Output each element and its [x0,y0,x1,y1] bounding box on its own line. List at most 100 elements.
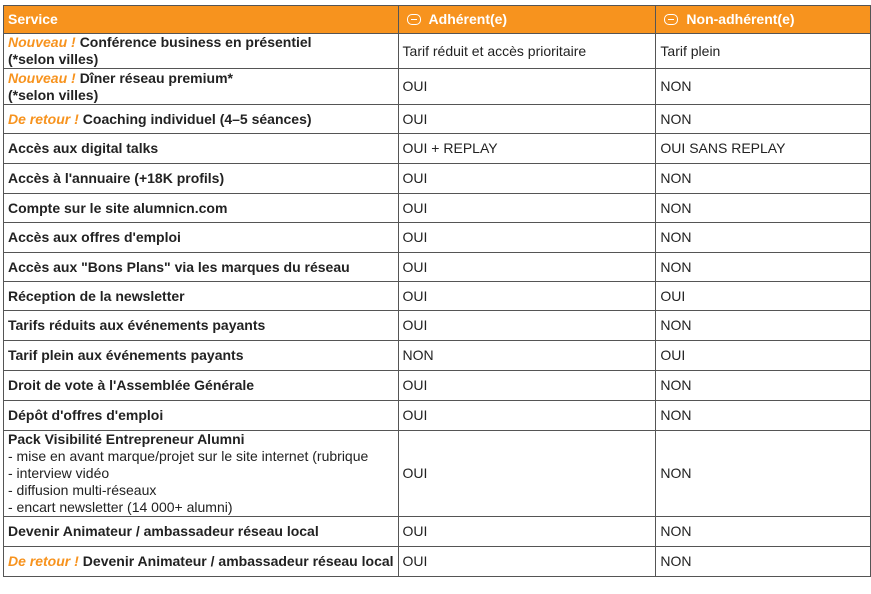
service-name: Droit de vote à l'Assemblée Générale [8,377,255,393]
service-name: Devenir Animateur / ambassadeur réseau l… [82,553,394,569]
non-member-value: OUI [660,347,686,363]
service-name: Devenir Animateur / ambassadeur réseau l… [8,523,319,539]
icon [664,14,679,25]
non-member-cell: OUI [655,340,871,371]
member-value: OUI [402,377,428,393]
table-row: Dépôt d'offres d'emploi OUI NON [3,400,871,431]
service-name: Accès aux "Bons Plans" via les marques d… [8,258,350,275]
non-member-value: NON [660,110,692,127]
header-cell: Non-adhérent(e) [655,5,871,34]
tag: Nouveau ! [8,34,76,51]
service-name: Conférence business en présentiel [79,34,312,51]
service-name: Pack Visibilité Entrepreneur Alumni [8,431,245,448]
member-value: OUI [402,170,428,186]
non-member-value: NON [660,523,692,539]
service-note: (*selon villes) [8,86,99,103]
header-cell: Adhérent(e) [397,5,657,34]
member-value: OUI + REPLAY [402,140,498,156]
comparison-table: Service Adhérent(e) Non-adhérent(e) Nouv… [3,5,871,577]
member-cell: OUI [397,163,657,194]
service-cell: Accès aux digital talks [3,133,399,164]
member-cell: OUI [397,430,657,517]
member-cell: OUI [397,222,657,253]
member-cell: Tarif réduit et accès prioritaire [397,33,657,69]
non-member-cell: OUI [655,281,871,311]
member-cell: OUI [397,400,657,431]
service-cell: Accès aux offres d'emploi [3,222,399,253]
service-cell: Accès à l'annuaire (+18K profils) [3,163,399,194]
header-cell: Service [3,5,399,34]
header-text: Non-adhérent(e) [686,11,795,27]
table-row: Droit de vote à l'Assemblée Générale OUI N… [3,370,871,401]
member-cell: OUI + REPLAY [397,133,657,164]
service-detail: - interview vidéo [8,465,110,481]
table-body: Nouveau ! Conférence business en présenti… [3,33,871,577]
member-cell: OUI [397,546,657,577]
non-member-cell: NON [655,400,871,431]
service-name: Accès à l'annuaire (+18K profils) [8,170,225,186]
table-row: Accès aux offres d'emploi OUI NON [3,222,871,253]
service-cell: Pack Visibilité Entrepreneur Alumni - mis… [3,430,399,517]
non-member-cell: Tarif plein [655,33,871,69]
table-row: Nouveau ! Conférence business en présenti… [3,33,871,69]
member-value: OUI [402,407,428,423]
service-name: Coaching individuel (4–5 séances) [82,110,312,127]
service-name: Tarif plein aux événements payants [8,347,244,363]
non-member-cell: NON [655,163,871,194]
member-value: OUI [402,229,428,245]
member-value: OUI [402,110,428,127]
icon [406,14,421,25]
non-member-cell: NON [655,310,871,341]
tag: De retour ! [8,553,79,569]
member-cell: OUI [397,516,657,547]
member-value: OUI [402,78,428,94]
member-value: OUI [402,199,428,216]
member-cell: OUI [397,104,657,134]
non-member-value: OUI SANS REPLAY [660,140,786,156]
non-member-value: NON [660,377,692,393]
member-value: OUI [402,465,428,481]
table-row: Réception de la newsletter OUI OUI [3,281,871,311]
member-cell: OUI [397,193,657,223]
member-cell: OUI [397,68,657,105]
member-value: OUI [402,258,428,275]
non-member-value: NON [660,199,692,216]
non-member-value: NON [660,317,692,333]
non-member-cell: NON [655,516,871,547]
member-value: NON [402,347,434,363]
service-name: Accès aux digital talks [8,140,159,156]
table-row: Nouveau ! Dîner réseau premium* (*selon vi… [3,68,871,105]
non-member-value: NON [660,229,692,245]
header-text: Service [8,11,58,27]
tag: Nouveau ! [8,69,76,86]
service-name: Réception de la newsletter [8,287,185,304]
service-cell: De retour ! Coaching individuel (4–5 séan… [3,104,399,134]
header-row: Service Adhérent(e) Non-adhérent(e) [3,5,871,34]
service-cell: Compte sur le site alumnicn.com [3,193,399,223]
non-member-cell: NON [655,222,871,253]
non-member-value: NON [660,78,692,94]
tag: De retour ! [8,110,79,127]
table-row: Accès aux digital talks OUI + REPLAY OUI S… [3,133,871,164]
service-name: Compte sur le site alumnicn.com [8,199,228,216]
member-value: OUI [402,317,428,333]
service-cell: De retour ! Devenir Animateur / ambassade… [3,546,399,577]
table-row: Accès à l'annuaire (+18K profils) OUI NON [3,163,871,194]
table-row: De retour ! Devenir Animateur / ambassade… [3,546,871,577]
service-name: Dépôt d'offres d'emploi [8,407,164,423]
member-cell: OUI [397,252,657,282]
service-cell: Tarifs réduits aux événements payants [3,310,399,341]
non-member-cell: NON [655,546,871,577]
non-member-cell: NON [655,430,871,517]
non-member-cell: NON [655,104,871,134]
header-text: Adhérent(e) [428,11,508,27]
table-row: Tarifs réduits aux événements payants OUI… [3,310,871,341]
member-cell: NON [397,340,657,371]
member-cell: OUI [397,370,657,401]
service-cell: Devenir Animateur / ambassadeur réseau l… [3,516,399,547]
table-row: Compte sur le site alumnicn.com OUI NON [3,193,871,223]
member-value: OUI [402,553,428,569]
table-row: Tarif plein aux événements payants NON OUI [3,340,871,371]
service-cell: Droit de vote à l'Assemblée Générale [3,370,399,401]
